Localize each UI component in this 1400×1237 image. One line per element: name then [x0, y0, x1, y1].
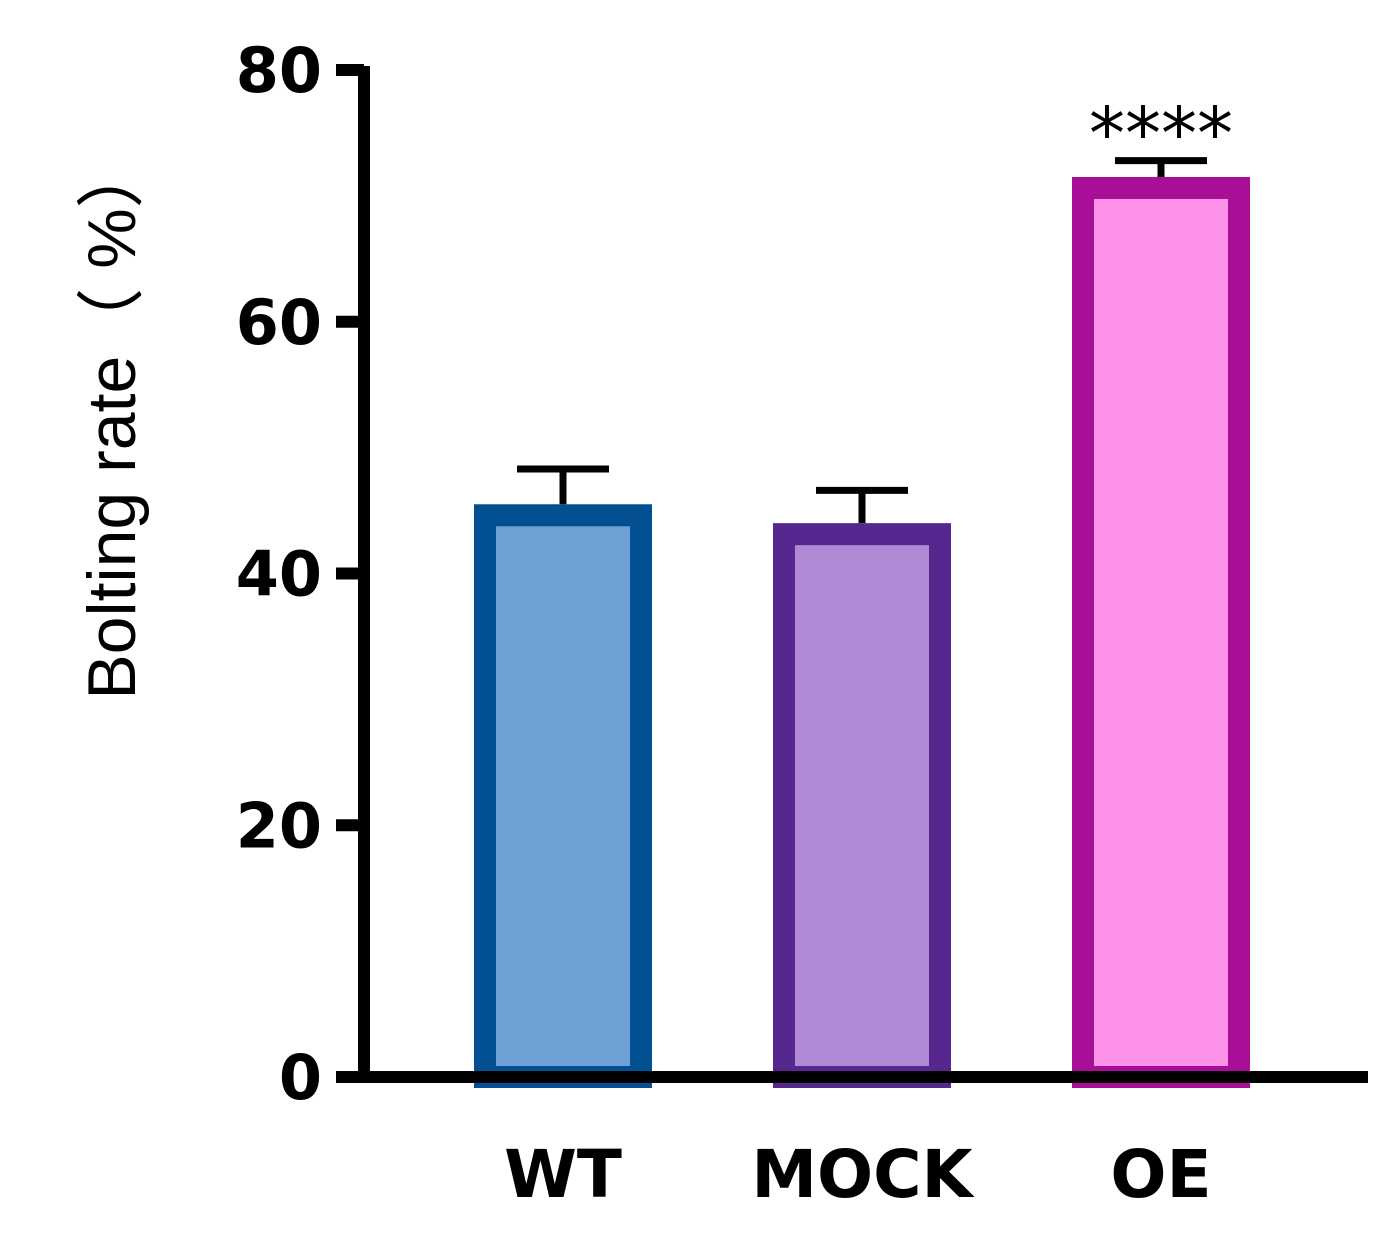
bar-oe: [1072, 176, 1250, 1088]
y-tick-label: 0: [279, 1041, 322, 1114]
x-category-label: OE: [1110, 1136, 1211, 1213]
y-ticks-group: 0 20 40 60 80: [236, 34, 364, 1114]
y-tick-label: 60: [236, 286, 322, 359]
bar-wt: [474, 504, 652, 1088]
significance-label: ****: [1089, 92, 1233, 176]
x-category-label: WT: [504, 1136, 622, 1213]
x-labels-group: WT MOCK OE: [504, 1136, 1212, 1213]
error-bars-group: [517, 157, 1207, 524]
significance-group: ****: [1089, 92, 1233, 176]
y-tick-label: 80: [236, 34, 322, 107]
y-axis-title: Bolting rate（ %）: [74, 140, 150, 699]
bars-group: [474, 176, 1250, 1088]
x-category-label: MOCK: [751, 1136, 975, 1213]
y-tick-label: 20: [236, 789, 322, 862]
bar-mock: [773, 523, 951, 1088]
y-tick-label: 40: [236, 538, 322, 611]
